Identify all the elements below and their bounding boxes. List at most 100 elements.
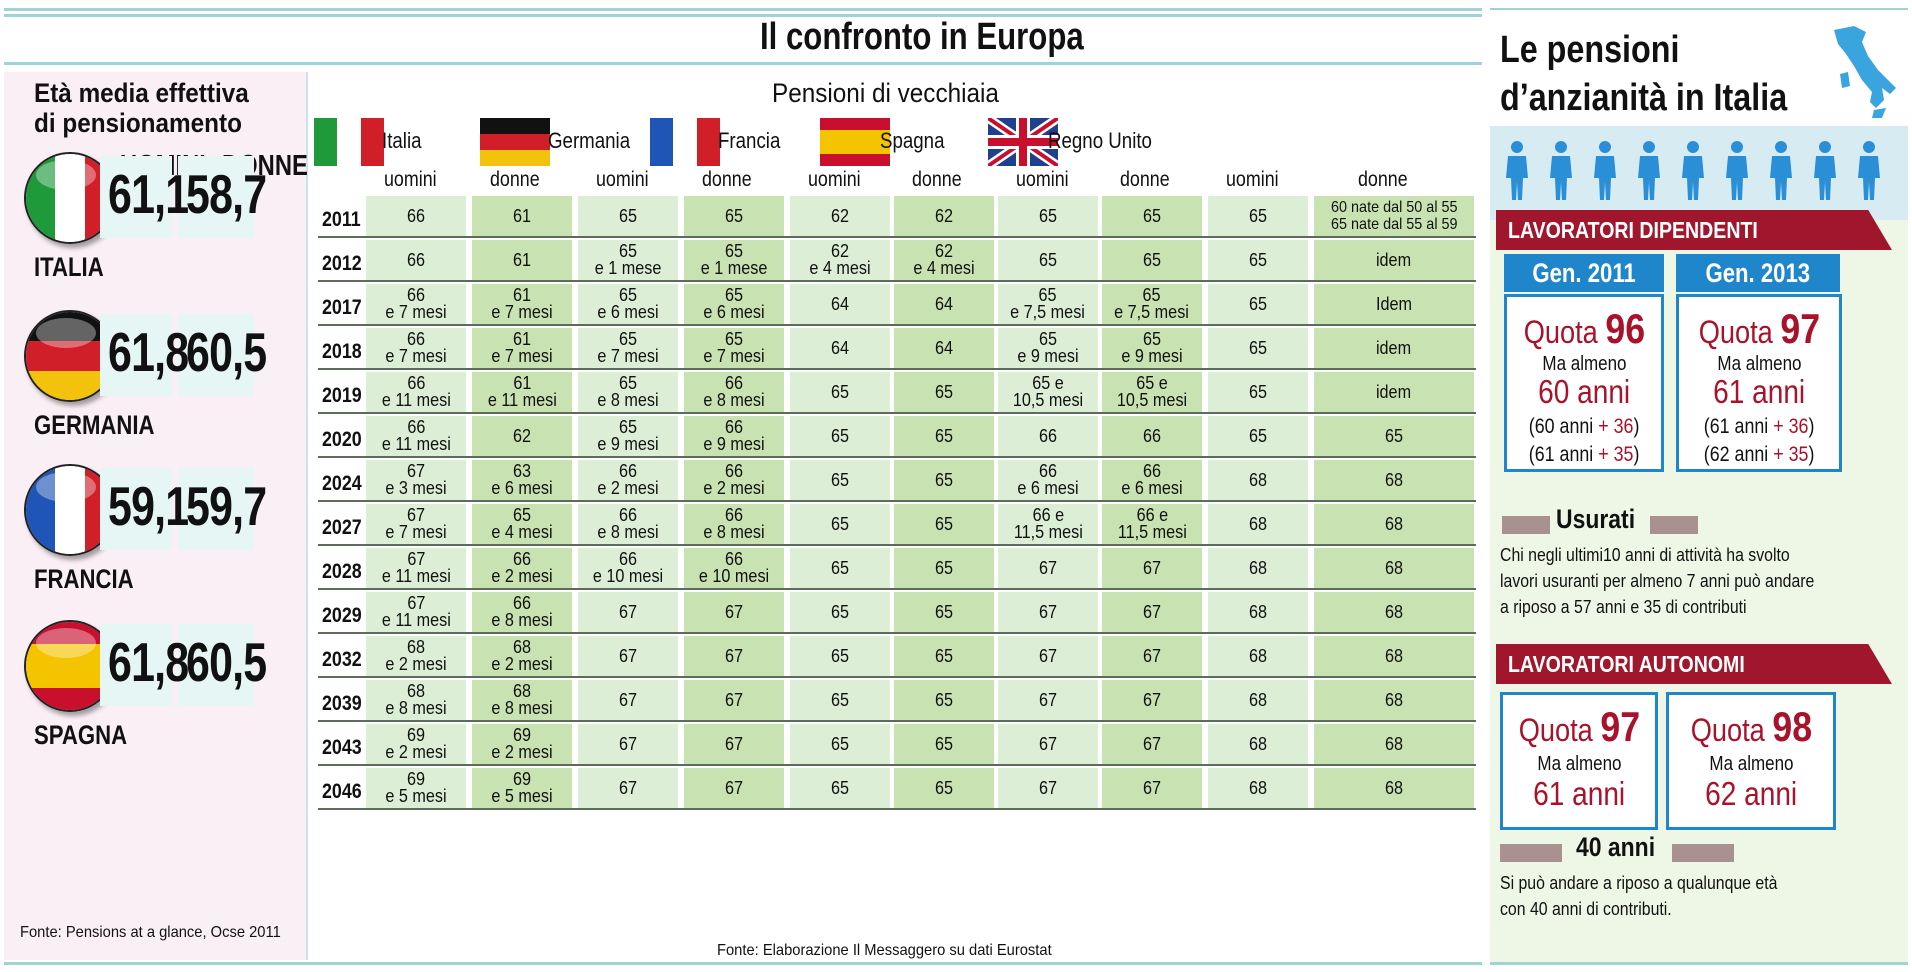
table-cell-value: 67 — [618, 733, 638, 754]
germania-donne-value: 60,5 — [186, 321, 267, 383]
italia-flag-stripe-0 — [26, 154, 56, 242]
table-cell-value: 66 e 10 mesi — [592, 549, 664, 586]
table-cell: 63 e 6 mesi — [472, 460, 572, 500]
q97-l1-post: ) — [1808, 415, 1815, 438]
table-cell-value: 68 e 2 mesi — [491, 637, 553, 674]
row-divider — [318, 544, 1476, 546]
gen-2013-label: Gen. 2013 — [1705, 258, 1811, 288]
aut-quota-98-anni: 62 anni — [1704, 775, 1798, 812]
regno-unito-flag-icon — [988, 118, 1058, 166]
table-cell-value: 65 — [934, 381, 954, 402]
right-top-rule — [1490, 8, 1908, 11]
table-cell: idem — [1314, 372, 1474, 412]
table-cell: idem — [1314, 240, 1474, 280]
usurati-title: Usurati — [1556, 504, 1636, 534]
table-cell-value: 65 — [724, 205, 744, 226]
francia-flag-stripe-1 — [673, 118, 697, 166]
table-cell: 67 — [998, 768, 1098, 808]
year-label-2032: 2032 — [322, 648, 362, 671]
table-cell: 65 — [790, 548, 890, 588]
usurati-bar-right — [1650, 516, 1698, 534]
gender-header-2: uomini — [596, 168, 649, 191]
table-cell: 67 — [1102, 724, 1202, 764]
germania-flag-stripe-2 — [480, 150, 550, 166]
table-cell: 69 e 5 mesi — [472, 768, 572, 808]
table-cell-value: idem — [1376, 381, 1412, 402]
table-cell: 68 — [1314, 504, 1474, 544]
left-title-line2: di pensionamento — [34, 108, 242, 138]
table-cell: 65 — [1208, 372, 1308, 412]
year-label-2028: 2028 — [322, 560, 362, 583]
table-cell-value: 67 — [1038, 645, 1058, 666]
quaranta-bar-right — [1672, 844, 1734, 862]
table-cell-value: idem — [1376, 337, 1412, 358]
table-cell-value: 65 — [934, 469, 954, 490]
table-cell-value: 65 — [830, 469, 850, 490]
workers-icon-band — [1490, 126, 1908, 220]
table-cell-value: 65 — [830, 601, 850, 622]
table-cell-value: 65 — [830, 557, 850, 578]
table-cell-value: 65 e 7,5 mesi — [1114, 285, 1190, 322]
table-cell: 68 — [1208, 768, 1308, 808]
row-divider — [318, 808, 1476, 810]
quota-97-word: Quota — [1698, 314, 1773, 350]
table-cell: 65 — [894, 504, 994, 544]
table-cell-value: 67 — [1038, 733, 1058, 754]
table-cell-value: 67 — [1038, 777, 1058, 798]
table-cell-value: 62 e 4 mesi — [809, 241, 871, 278]
germania-label: GERMANIA — [34, 410, 155, 440]
table-cell-value: 68 — [1384, 689, 1404, 710]
italia-flag-stripe-1 — [55, 154, 85, 242]
table-cell-value: 61 e 7 mesi — [491, 285, 553, 322]
table-cell-value: 67 — [724, 733, 744, 754]
table-cell: 65 — [894, 768, 994, 808]
spagna-donne-value: 60,5 — [186, 631, 267, 693]
q97-l2-post: ) — [1808, 443, 1815, 466]
table-cell-value: 66 e 7 mesi — [385, 329, 447, 366]
table-cell-value: 68 — [1248, 645, 1268, 666]
table-cell-value: 65 — [1038, 205, 1058, 226]
table-cell: 65 — [790, 680, 890, 720]
spagna-donne-box — [178, 624, 254, 706]
regno-unito-column-label: Regno Unito — [1048, 128, 1152, 153]
table-cell-value: 69 e 5 mesi — [491, 769, 553, 806]
table-cell: idem — [1314, 328, 1474, 368]
table-cell-value: 68 — [1248, 469, 1268, 490]
gender-header-3: donne — [702, 168, 752, 191]
table-cell: 62 — [790, 196, 890, 236]
table-cell-value: 66 e 2 mesi — [597, 461, 659, 498]
table-cell-value: 66 e 8 mesi — [703, 505, 765, 542]
table-cell-value: 62 — [512, 425, 532, 446]
table-cell: 61 — [472, 196, 572, 236]
francia-donne-box — [178, 468, 254, 550]
table-cell-value: 60 nate dal 50 al 55 65 nate dal 55 al 5… — [1330, 199, 1458, 233]
table-cell-value: 65 — [1248, 337, 1268, 358]
table-cell: 65 — [1314, 416, 1474, 456]
worker-icon — [1548, 140, 1574, 202]
year-label-2011: 2011 — [322, 208, 361, 231]
italia-donne-box — [178, 156, 254, 238]
francia-label: FRANCIA — [34, 564, 134, 594]
table-cell: 67 — [684, 592, 784, 632]
spagna-flag-stripe-0 — [26, 622, 114, 644]
italia-column-label: Italia — [382, 128, 422, 153]
table-cell: 65 — [790, 416, 890, 456]
table-cell-value: 66 — [406, 205, 426, 226]
table-cell: 65 e 7 mesi — [684, 328, 784, 368]
table-cell: 65 — [790, 372, 890, 412]
spagna-column-label: Spagna — [880, 128, 945, 153]
worker-icon — [1636, 140, 1662, 202]
table-cell: 61 e 7 mesi — [472, 284, 572, 324]
francia-flag-stripe-2 — [696, 118, 720, 166]
table-cell-value: 67 — [618, 645, 638, 666]
right-panel-title: Le pensioni d’anzianità in Italia — [1500, 26, 1787, 122]
table-cell-value: 66 e 8 mesi — [703, 373, 765, 410]
aut-quota-98-word: Quota — [1690, 712, 1765, 748]
germania-flag-stripe-1 — [480, 134, 550, 150]
right-bottom-rule — [1490, 962, 1908, 965]
country-block-germania: 61,8 60,5 GERMANIA — [4, 310, 304, 460]
table-cell-value: 67 — [724, 689, 744, 710]
row-divider — [318, 324, 1476, 326]
table-cell-value: 68 e 2 mesi — [385, 637, 447, 674]
table-cell-value: 65 — [830, 513, 850, 534]
